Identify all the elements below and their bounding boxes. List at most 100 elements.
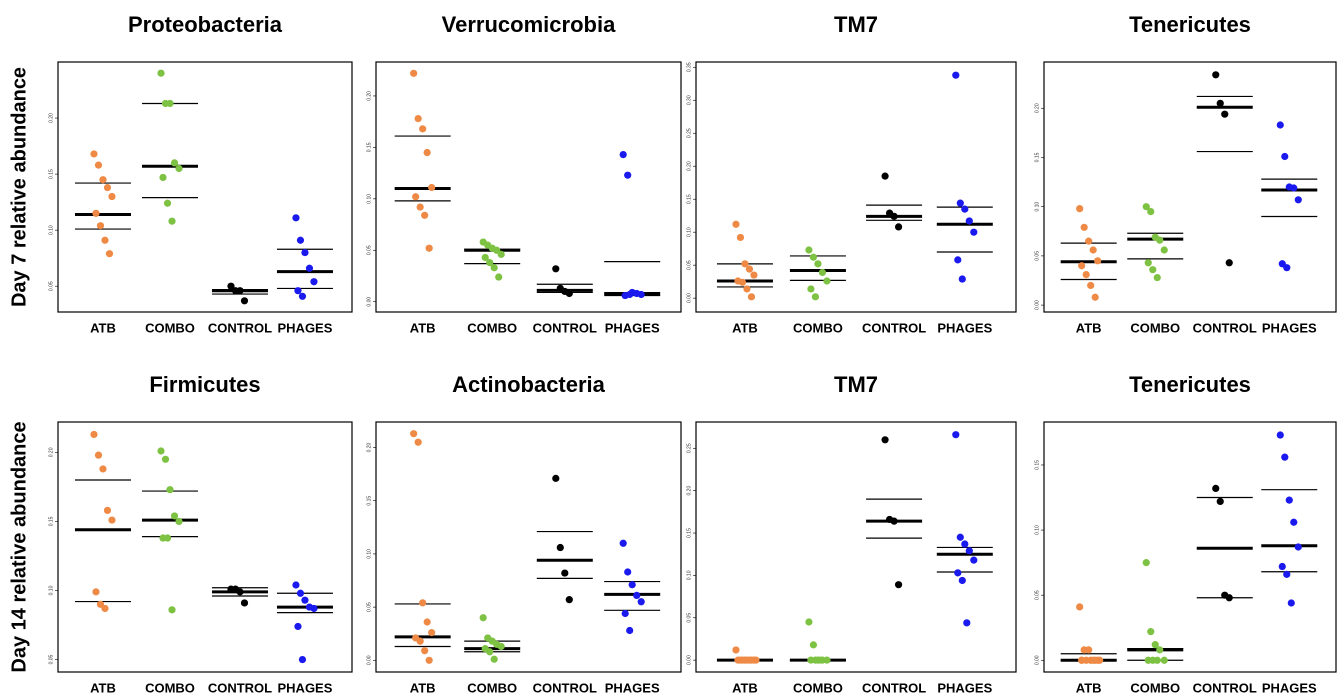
data-point xyxy=(101,604,109,613)
panel-title: TM7 xyxy=(834,372,878,397)
data-point xyxy=(92,588,100,596)
data-point xyxy=(479,614,487,622)
data-point xyxy=(421,211,429,219)
data-point xyxy=(90,430,98,439)
data-point xyxy=(1153,656,1161,664)
plot-frame xyxy=(1043,421,1337,673)
data-point xyxy=(1290,184,1298,192)
x-tick-label: CONTROL xyxy=(533,680,597,695)
row-label: Day 14 relative abundance xyxy=(8,421,30,672)
y-tick-label: 0.10 xyxy=(686,227,692,237)
data-point xyxy=(170,512,179,520)
data-point xyxy=(159,173,167,182)
y-tick-label: 0.15 xyxy=(366,142,372,152)
data-point xyxy=(1283,264,1291,272)
data-point xyxy=(1285,496,1293,504)
data-point xyxy=(619,539,627,547)
y-tick-label: 0.00 xyxy=(366,655,372,665)
data-point xyxy=(1287,599,1295,607)
data-point xyxy=(105,250,114,258)
data-point xyxy=(750,271,758,279)
y-tick-label: 0.15 xyxy=(686,528,692,538)
data-point xyxy=(624,171,632,179)
y-tick-label: 0.20 xyxy=(1034,103,1040,113)
data-point xyxy=(1096,656,1104,664)
data-point xyxy=(305,264,314,272)
data-point xyxy=(633,591,641,600)
data-point xyxy=(1094,257,1102,265)
data-point xyxy=(416,203,424,211)
data-point xyxy=(108,192,116,201)
y-tick-label: 0.05 xyxy=(48,281,54,291)
data-point xyxy=(961,205,969,213)
data-point xyxy=(1082,270,1090,279)
data-point xyxy=(561,569,569,577)
data-point xyxy=(1216,497,1224,506)
x-tick-label: PHAGES xyxy=(937,680,992,695)
data-point xyxy=(495,273,503,281)
data-point xyxy=(1281,152,1289,161)
data-point xyxy=(970,556,978,564)
data-point xyxy=(805,618,813,626)
data-point xyxy=(310,604,318,613)
data-point xyxy=(490,655,498,663)
data-point xyxy=(956,533,964,541)
panel: Tenericutes 0.00 0.05 0.10 0.15 ATB COMBO CONTR… xyxy=(1034,372,1337,695)
data-point xyxy=(1080,223,1088,231)
x-tick-label: PHAGES xyxy=(605,680,660,695)
x-tick-label: PHAGES xyxy=(278,680,333,695)
data-point xyxy=(637,598,645,606)
x-tick-label: PHAGES xyxy=(1262,320,1317,335)
panel: Tenericutes 0.00 0.05 0.10 0.15 0.20 ATB COMBO C… xyxy=(1034,12,1337,335)
panel: Actinobacteria 0.00 0.05 0.10 0.15 0.20 ATB COM… xyxy=(366,372,682,695)
data-point xyxy=(416,637,424,645)
y-tick-label: 0.10 xyxy=(366,549,372,559)
y-tick-label: 0.00 xyxy=(366,297,372,307)
x-tick-label: COMBO xyxy=(793,680,843,695)
data-point xyxy=(619,150,627,159)
data-point xyxy=(1149,266,1157,274)
data-point xyxy=(958,576,966,585)
y-tick-label: 0.15 xyxy=(48,516,54,526)
data-point xyxy=(552,265,560,273)
y-tick-label: 0.00 xyxy=(686,293,692,303)
data-point xyxy=(175,517,183,526)
data-point xyxy=(298,655,307,664)
data-point xyxy=(298,292,307,300)
x-tick-label: CONTROL xyxy=(1193,320,1257,335)
data-point xyxy=(175,164,183,173)
x-tick-label: COMBO xyxy=(467,320,517,335)
plot-frame xyxy=(375,421,682,673)
data-point xyxy=(419,125,427,133)
data-point xyxy=(1076,603,1084,611)
data-point xyxy=(1153,273,1161,282)
data-point xyxy=(1278,562,1286,571)
data-point xyxy=(99,176,107,184)
x-tick-label: ATB xyxy=(732,320,758,335)
data-point xyxy=(952,71,960,79)
data-point xyxy=(94,161,103,169)
data-point xyxy=(811,293,820,301)
plot-frame xyxy=(695,421,1017,673)
x-tick-label: ATB xyxy=(90,680,116,695)
data-point xyxy=(99,465,107,473)
data-point xyxy=(628,581,636,589)
data-point xyxy=(1142,559,1150,567)
data-point xyxy=(163,199,172,207)
x-tick-label: COMBO xyxy=(1130,320,1180,335)
data-point xyxy=(565,289,573,298)
data-point xyxy=(296,589,305,597)
data-point xyxy=(425,656,433,664)
data-point xyxy=(747,293,756,301)
data-point xyxy=(1085,237,1093,245)
x-tick-label: ATB xyxy=(1076,320,1102,335)
data-point xyxy=(809,641,818,649)
data-point xyxy=(732,646,740,654)
y-tick-label: 0.20 xyxy=(366,91,372,101)
y-tick-label: 0.05 xyxy=(366,245,372,255)
y-tick-label: 0.00 xyxy=(1034,655,1040,665)
data-point xyxy=(90,150,98,158)
panel-title: Tenericutes xyxy=(1129,12,1251,37)
data-point xyxy=(236,287,244,295)
data-point xyxy=(414,438,422,446)
